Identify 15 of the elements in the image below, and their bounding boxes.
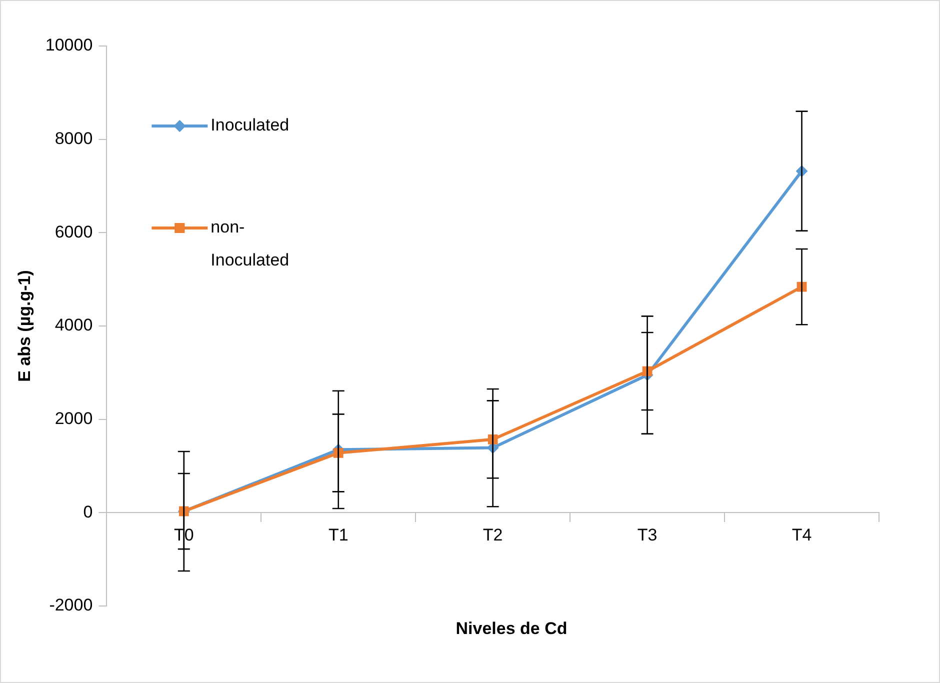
y-tick-label: 2000 xyxy=(54,409,93,428)
y-tick-label: 10000 xyxy=(45,36,93,55)
x-tick-label: T2 xyxy=(482,526,503,545)
y-tick-label: -2000 xyxy=(49,596,93,615)
x-axis-title: Niveles de Cd xyxy=(454,619,568,639)
y-tick-label: 6000 xyxy=(54,222,93,242)
legend-label: Inoculated xyxy=(210,116,290,135)
x-tick-label: T4 xyxy=(792,526,812,545)
x-tick-label: T1 xyxy=(328,526,348,545)
legend-label: non-Inoculated xyxy=(210,218,290,270)
y-axis-title: E abs (µg.g-1) xyxy=(14,270,34,382)
y-tick-label: 8000 xyxy=(54,129,93,148)
y-tick-label: 0 xyxy=(83,502,93,522)
x-tick-label: T3 xyxy=(637,526,658,545)
y-tick-label: 4000 xyxy=(54,316,93,335)
